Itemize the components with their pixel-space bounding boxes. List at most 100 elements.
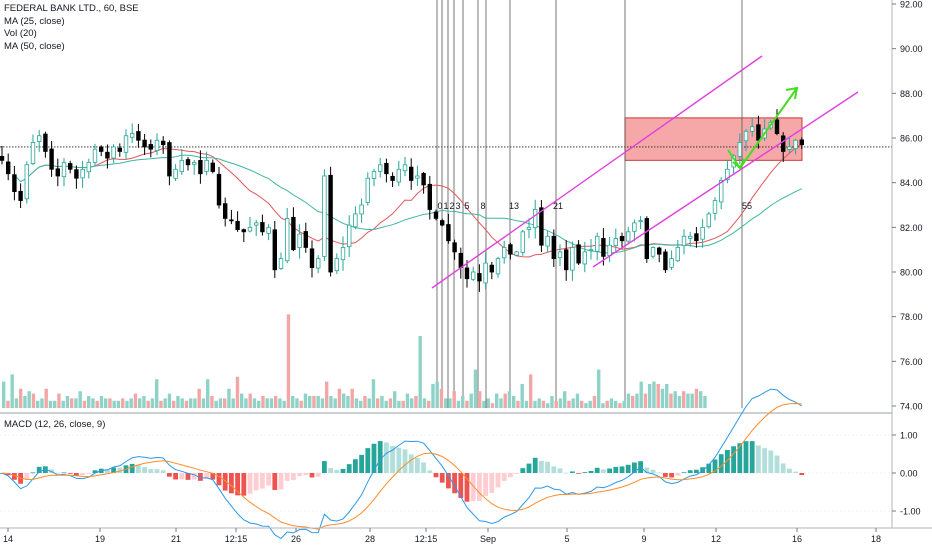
volume-bar	[286, 314, 291, 408]
legend-ma25[interactable]: MA (25, close)	[4, 15, 65, 27]
macd-histogram-bar	[545, 461, 550, 473]
macd-histogram-bar	[594, 467, 600, 473]
volume-bar	[660, 388, 665, 408]
volume-bar	[435, 381, 439, 408]
candle-body	[315, 258, 321, 269]
volume-bar	[320, 398, 325, 408]
candle-body	[154, 139, 160, 151]
volume-bar	[533, 400, 537, 408]
fib-label: 55	[742, 201, 752, 211]
macd-histogram-bar	[458, 473, 464, 499]
macd-histogram-bar	[483, 473, 488, 496]
candle-body	[266, 226, 271, 234]
candle-body	[61, 162, 67, 178]
legend-ma50[interactable]: MA (50, close)	[4, 40, 65, 52]
candle-body	[278, 258, 284, 269]
candle-body	[756, 124, 761, 141]
volume-bar	[14, 398, 19, 408]
x-tick-label: 21	[171, 534, 181, 544]
candle-body	[111, 146, 116, 159]
volume-bar	[36, 400, 40, 408]
volume-bar	[601, 403, 605, 408]
candle-body	[346, 224, 352, 248]
candle-body	[396, 168, 401, 183]
macd-histogram-bar	[61, 472, 67, 474]
candle-body	[799, 139, 804, 146]
macd-histogram-bar	[80, 473, 85, 476]
volume-bar	[65, 396, 70, 408]
volume-bar	[516, 400, 520, 408]
macd-histogram-bar	[309, 473, 315, 478]
candle-body	[68, 163, 73, 170]
macd-histogram-bar	[669, 473, 674, 478]
candle-body	[179, 159, 184, 173]
volume-bar	[410, 398, 414, 408]
macd-histogram-bar	[235, 473, 240, 496]
macd-histogram-bar	[570, 471, 575, 473]
volume-bar	[57, 393, 61, 408]
x-tick-label: Sep	[480, 534, 496, 544]
macd-histogram-bar	[793, 471, 798, 473]
volume-bar	[405, 393, 410, 408]
macd-histogram-bar	[322, 461, 327, 473]
x-tick-label: 28	[365, 534, 375, 544]
volume-bar	[656, 384, 660, 408]
volume-bar	[82, 400, 87, 408]
volume-bar	[567, 400, 571, 408]
macd-histogram-bar	[619, 466, 625, 473]
volume-bar	[159, 400, 163, 408]
moving-averages	[14, 143, 803, 258]
macd-histogram-bar	[588, 470, 594, 473]
volume-bar	[189, 398, 193, 408]
macd-histogram-bar	[539, 460, 544, 473]
x-tick-label: 18	[871, 534, 881, 544]
candle-body	[489, 264, 494, 273]
y-tick-label: 86.00	[900, 134, 923, 144]
macd-histogram-bar	[700, 467, 705, 473]
candle-body	[737, 142, 742, 157]
volume-bar	[227, 388, 231, 408]
macd-histogram-bar	[353, 459, 358, 473]
volume-bar	[53, 400, 57, 408]
candle-body	[353, 213, 358, 228]
volume-bar	[206, 379, 210, 408]
volume-bar	[473, 369, 478, 408]
candles	[0, 109, 804, 292]
volume-bar	[388, 398, 393, 408]
candle-body	[669, 258, 674, 268]
volume-bar	[104, 398, 108, 408]
candle-body	[222, 203, 228, 219]
macd-histogram-bar	[278, 473, 284, 490]
candle-body	[129, 133, 135, 138]
candle-body	[408, 166, 414, 181]
volume-bar	[257, 400, 261, 408]
legend: FEDERAL BANK LTD., 60, BSE MA (25, close…	[4, 3, 139, 53]
macd-histogram-bar	[749, 441, 755, 473]
macd-histogram-bar	[402, 449, 408, 473]
volume-bar	[291, 396, 295, 408]
volume-bar	[142, 396, 146, 408]
candle-body	[533, 209, 538, 229]
channel-upper-line	[431, 55, 763, 289]
macd-legend[interactable]: MACD (12, 26, close, 9)	[4, 419, 106, 430]
candle-body	[37, 135, 42, 142]
macd-histogram-bar	[291, 473, 296, 481]
x-tick-label: 14	[3, 534, 13, 544]
volume-bar	[121, 398, 125, 408]
volume-bar	[682, 391, 686, 408]
legend-symbol[interactable]: FEDERAL BANK LTD., 60, BSE	[4, 3, 139, 14]
candle-body	[545, 235, 550, 247]
volume-bar	[393, 391, 397, 408]
volume-bar	[201, 398, 206, 408]
volume-bar	[350, 388, 354, 408]
candle-body	[340, 247, 346, 261]
macd-histogram-bar	[222, 473, 228, 491]
legend-volume[interactable]: Vol (20)	[4, 28, 37, 39]
macd-histogram-bar	[675, 473, 681, 476]
volume-bar	[380, 396, 384, 408]
macd-histogram-bar	[495, 473, 501, 488]
candle-body	[520, 231, 525, 253]
volume-bar	[401, 400, 405, 408]
